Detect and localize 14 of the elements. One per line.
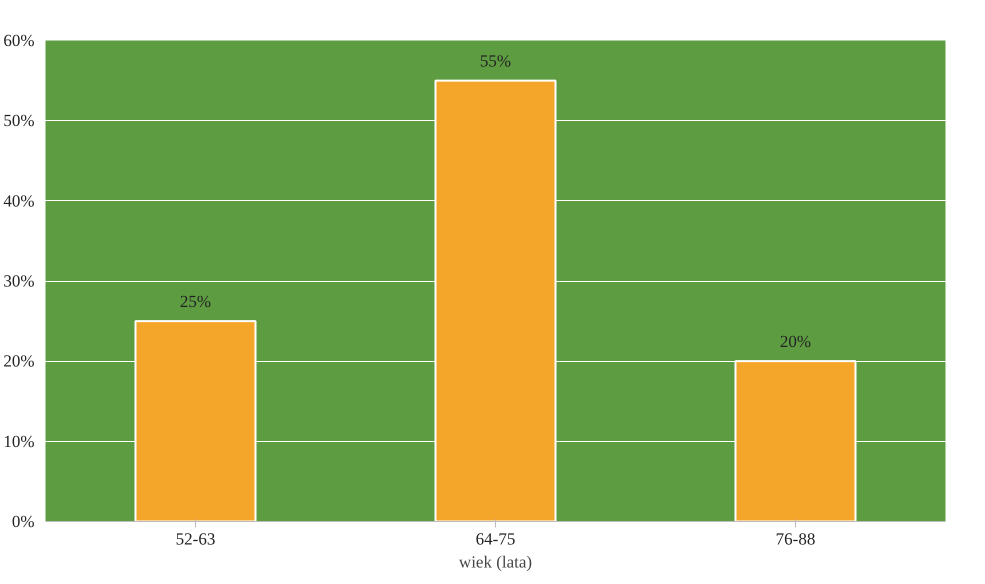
data-label: 55% [480,52,512,71]
x-axis-title: wiek (lata) [458,552,532,572]
y-tick-label: 60% [3,31,35,50]
y-tick-label: 30% [3,272,35,290]
x-tick-label: 64-75 [476,530,516,548]
y-tick-label: 50% [3,111,35,130]
y-tick-label: 0% [12,512,35,531]
y-tick-label: 40% [3,191,35,210]
data-label: 20% [780,332,812,352]
x-tick-label: 52-63 [176,530,216,548]
data-label: 25% [180,292,212,312]
x-tick-label: 76-88 [776,530,816,548]
y-tick-label: 10% [3,432,35,451]
y-tick-label: 20% [3,352,35,371]
